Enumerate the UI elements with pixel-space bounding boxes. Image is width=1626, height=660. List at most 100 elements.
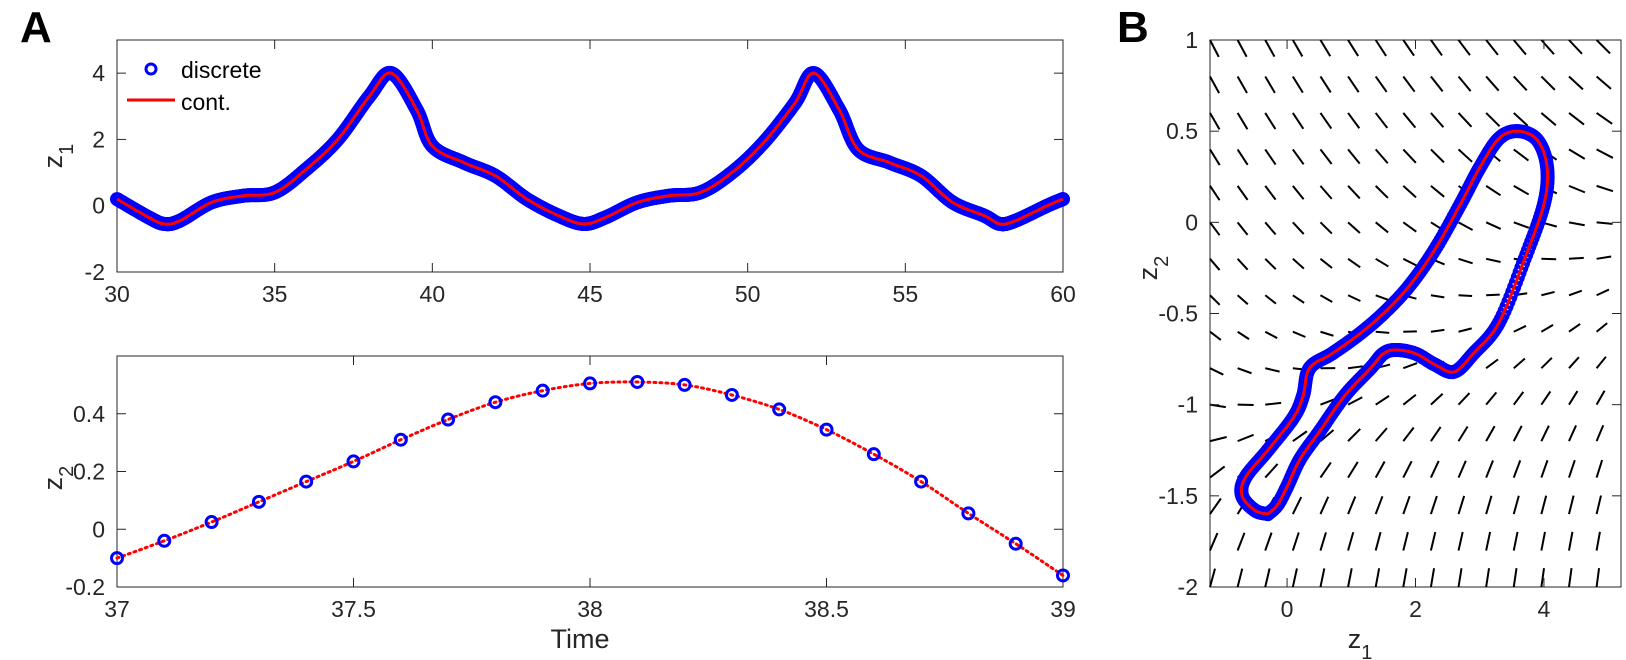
quiver-arrow bbox=[1347, 39, 1360, 57]
a-bottom-y-tick-label: 0.4 bbox=[73, 401, 105, 427]
quiver-arrow bbox=[1457, 460, 1467, 478]
quiver-arrow bbox=[1347, 365, 1363, 370]
a-top-y-tick-label: -2 bbox=[85, 259, 105, 285]
discrete-point bbox=[819, 422, 834, 437]
cont-series-line bbox=[116, 71, 1064, 226]
quiver-arrow bbox=[1540, 323, 1554, 333]
quiver-arrow bbox=[1512, 460, 1522, 478]
quiver-arrow bbox=[1596, 184, 1614, 193]
x-axis-label-b: z1 bbox=[1348, 624, 1373, 660]
quiver-arrow bbox=[1568, 459, 1576, 478]
chart-b: 0 2 4 -2 -1.5 -1 -0.5 0 0.5 1 z2 z1 bbox=[1133, 27, 1622, 660]
quiver-arrow bbox=[1347, 294, 1361, 302]
b-x-tick-label: 0 bbox=[1281, 596, 1294, 622]
plot-frame bbox=[116, 355, 1064, 588]
b-y-tick-label: -1 bbox=[1178, 392, 1198, 418]
quiver-arrow bbox=[1430, 112, 1445, 128]
quiver-arrow bbox=[1209, 294, 1221, 306]
quiver-arrow bbox=[1568, 390, 1579, 406]
quiver-arrow bbox=[1375, 257, 1389, 268]
quiver-arrow bbox=[1209, 148, 1221, 166]
quiver-arrow bbox=[1319, 568, 1326, 588]
quiver-arrow bbox=[1568, 256, 1584, 260]
quiver-arrow bbox=[1237, 330, 1250, 340]
quiver-arrow bbox=[1568, 112, 1585, 126]
quiver-arrow bbox=[1374, 531, 1382, 551]
quiver-arrow bbox=[1375, 395, 1390, 406]
discrete-point bbox=[110, 551, 124, 566]
quiver-arrow bbox=[1265, 401, 1282, 406]
quiver-arrow bbox=[1319, 258, 1333, 269]
quiver-arrow bbox=[1264, 330, 1278, 340]
b-y-tick-label: -1.5 bbox=[1158, 483, 1198, 509]
quiver-arrow bbox=[1512, 391, 1525, 406]
quiver-arrow bbox=[1540, 357, 1553, 369]
quiver-arrow bbox=[1236, 221, 1249, 236]
quiver-arrow bbox=[1209, 221, 1221, 236]
quiver-arrow bbox=[1264, 148, 1277, 166]
b-x-tick-label: 2 bbox=[1409, 596, 1422, 622]
quiver-arrow bbox=[1291, 39, 1304, 57]
quiver-arrow bbox=[1374, 185, 1389, 199]
quiver-arrow bbox=[1264, 463, 1279, 479]
quiver-arrow bbox=[1319, 185, 1333, 200]
quiver-arrow bbox=[1402, 568, 1408, 588]
quiver-arrow bbox=[1402, 148, 1417, 164]
quiver-arrow bbox=[1264, 75, 1276, 94]
quiver-arrow bbox=[1429, 495, 1438, 515]
quiver-arrow bbox=[1540, 425, 1550, 442]
quiver-arrow bbox=[1209, 39, 1220, 58]
quiver-arrow bbox=[1568, 148, 1586, 160]
quiver-arrow bbox=[1458, 257, 1473, 265]
quiver-arrow bbox=[1292, 221, 1305, 235]
quiver-arrow bbox=[1485, 358, 1499, 370]
quiver-arrow bbox=[1512, 495, 1520, 515]
quiver-arrow bbox=[1485, 495, 1493, 515]
quiver-arrow bbox=[1319, 532, 1327, 551]
discrete-point bbox=[724, 387, 739, 402]
quiver-arrow bbox=[1292, 294, 1305, 304]
quiver-arrow bbox=[1320, 397, 1336, 406]
quiver-arrow bbox=[1264, 258, 1277, 270]
a-top-y-tick-label: 2 bbox=[92, 126, 105, 152]
chart-a-top: 30 35 40 45 50 55 60 -2 0 2 4 discrete cont. z1 bbox=[38, 39, 1076, 307]
quiver-arrow bbox=[1596, 148, 1614, 159]
quiver-arrow bbox=[1237, 367, 1252, 375]
quiver-arrow bbox=[1457, 495, 1466, 515]
legend-label-discrete: discrete bbox=[181, 57, 262, 83]
quiver-arrow bbox=[1567, 568, 1573, 588]
quiver-arrow bbox=[1595, 390, 1606, 406]
quiver-arrow bbox=[1512, 531, 1519, 551]
quiver-arrow bbox=[1264, 532, 1273, 551]
discrete-point bbox=[1008, 536, 1023, 551]
quiver-arrow bbox=[1292, 330, 1306, 338]
quiver-arrow bbox=[1209, 185, 1221, 201]
quiver-arrow bbox=[1236, 532, 1246, 551]
quiver-arrow bbox=[1540, 531, 1546, 551]
quiver-arrow bbox=[1319, 294, 1333, 303]
quiver-arrow bbox=[1375, 294, 1389, 301]
quiver-arrow bbox=[1540, 390, 1552, 406]
discrete-point bbox=[488, 395, 503, 410]
a-top-x-tick-label: 50 bbox=[735, 281, 761, 307]
quiver-arrow bbox=[1402, 75, 1416, 93]
quiver-arrow bbox=[1292, 112, 1305, 130]
quiver-arrow bbox=[1595, 531, 1601, 551]
discrete-point bbox=[914, 474, 929, 489]
quiver-arrow bbox=[1209, 532, 1219, 551]
quiver-arrow bbox=[1319, 429, 1335, 442]
y-axis-label-b: z2 bbox=[1133, 256, 1173, 281]
quiver-arrow bbox=[1485, 39, 1499, 56]
quiver-arrow bbox=[1292, 258, 1305, 270]
quiver-arrow bbox=[1595, 356, 1607, 369]
a-bottom-x-tick-label: 37 bbox=[104, 596, 130, 622]
quiver-arrow bbox=[1540, 39, 1555, 55]
quiver-arrow bbox=[1347, 428, 1361, 442]
quiver-arrow bbox=[1319, 148, 1333, 165]
a-bottom-x-tick-label: 37.5 bbox=[331, 596, 376, 622]
quiver-arrow bbox=[1236, 75, 1248, 94]
x-axis-label-time: Time bbox=[551, 624, 610, 654]
quiver-arrow bbox=[1264, 568, 1271, 588]
discrete-point bbox=[1056, 192, 1070, 207]
quiver-arrow bbox=[1512, 568, 1518, 588]
